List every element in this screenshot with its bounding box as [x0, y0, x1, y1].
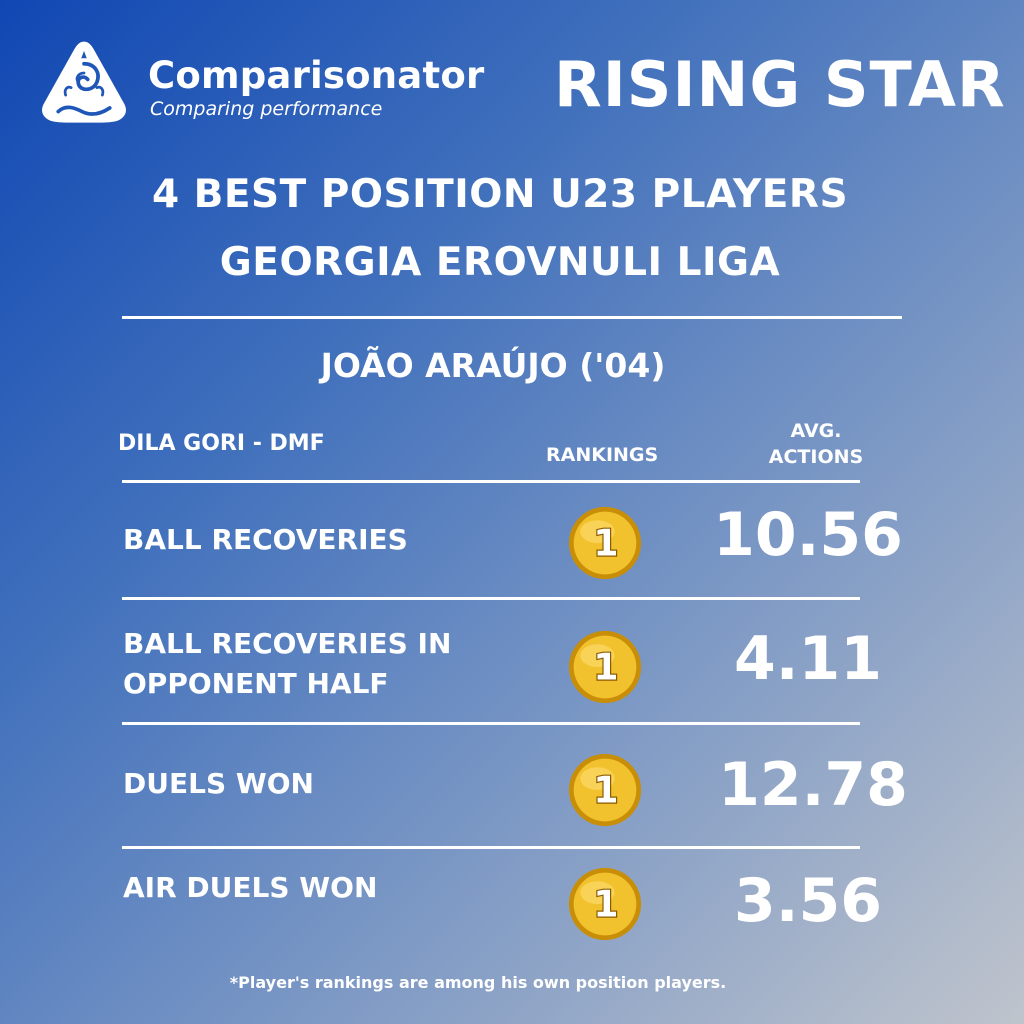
brand-tagline: Comparing performance	[150, 98, 383, 120]
row-divider	[122, 722, 860, 725]
brand-name: Comparisonator	[148, 54, 485, 97]
metric-label: AIR DUELS WON	[123, 871, 378, 904]
avg-actions-column-header: AVG. ACTIONS	[740, 418, 892, 470]
avg-actions-header-line-2: ACTIONS	[768, 446, 864, 468]
gold-medal-icon: 1	[568, 753, 642, 827]
footnote: *Player's rankings are among his own pos…	[229, 973, 727, 992]
metric-value: 10.56	[713, 500, 903, 570]
medal-rank: 1	[593, 522, 618, 564]
metric-value: 3.56	[733, 866, 883, 936]
medal-rank: 1	[593, 646, 618, 688]
row-divider	[122, 480, 860, 483]
avg-actions-header-line-1: AVG.	[790, 420, 842, 442]
gold-medal-icon: 1	[568, 867, 642, 941]
gold-medal-icon: 1	[568, 630, 642, 704]
medal-rank: 1	[593, 883, 618, 925]
page-title-line-1: 4 BEST POSITION U23 PLAYERS	[151, 172, 849, 217]
metric-value: 12.78	[718, 750, 908, 820]
gold-medal-icon: 1	[568, 506, 642, 580]
metric-label: BALL RECOVERIES	[123, 523, 408, 556]
metric-value: 4.11	[733, 624, 883, 694]
comparisonator-logo-icon	[42, 41, 126, 123]
metric-label: BALL RECOVERIES IN OPPONENT HALF	[123, 627, 452, 700]
page-title-line-2: GEORGIA EROVNULI LIGA	[219, 240, 781, 285]
row-divider	[122, 846, 860, 849]
rankings-column-header: RANKINGS	[546, 444, 659, 466]
metric-label: DUELS WON	[123, 767, 314, 800]
rising-star-badge: RISING STAR	[554, 48, 1006, 121]
player-name: JOÃO ARAÚJO ('04)	[320, 346, 666, 385]
team-position-label: DILA GORI - DMF	[118, 431, 325, 456]
title-divider	[122, 316, 902, 319]
row-divider	[122, 597, 860, 600]
medal-rank: 1	[593, 769, 618, 811]
